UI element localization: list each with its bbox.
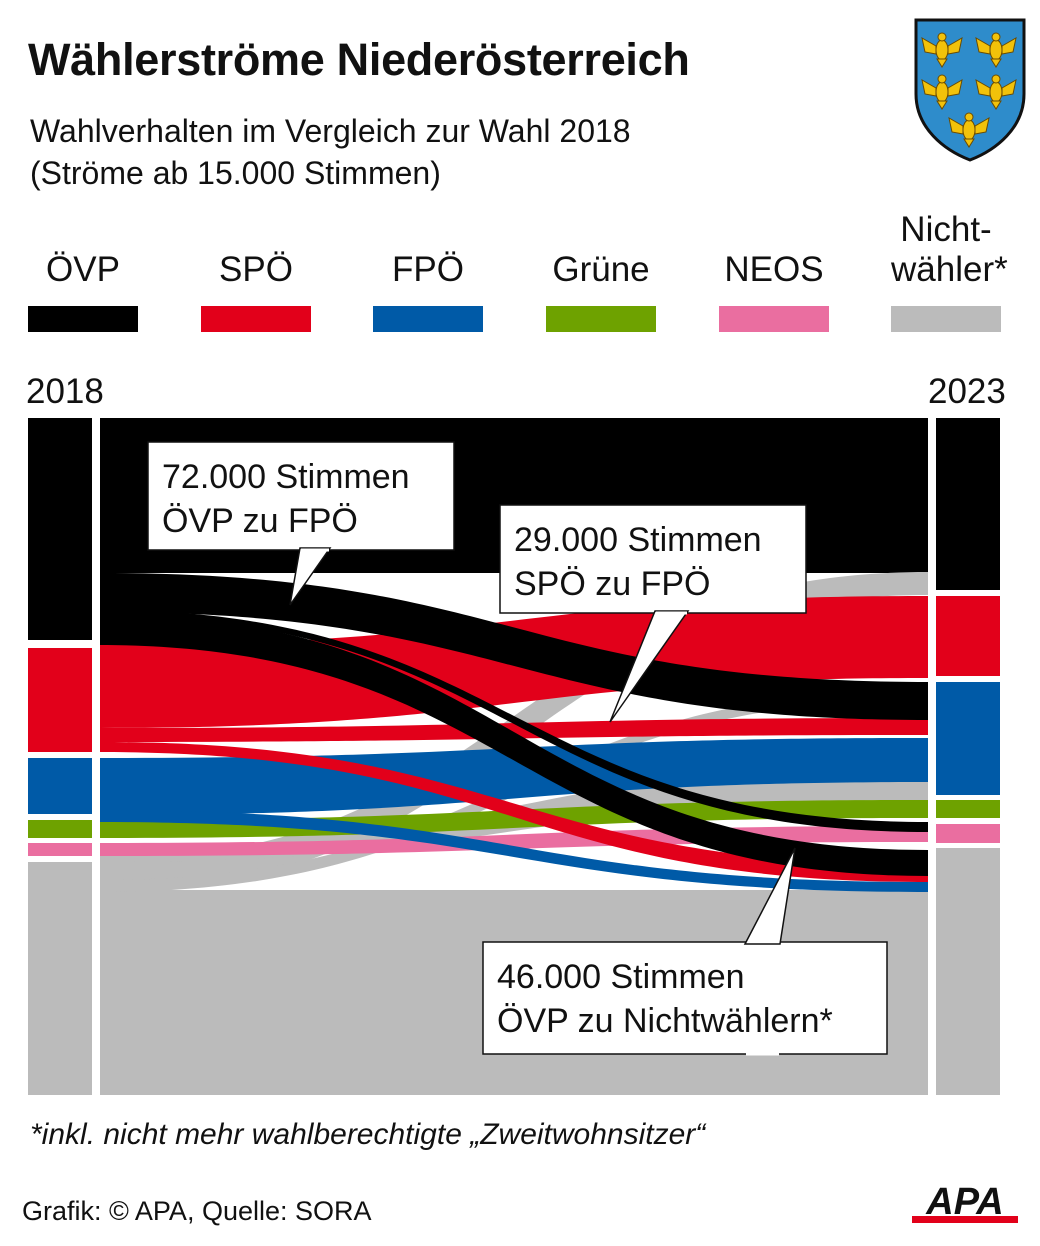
node-2018	[28, 843, 92, 856]
legend-swatch	[373, 306, 483, 332]
flow-ovp-fpo	[100, 573, 928, 720]
legend-item: Nicht-wähler*	[891, 200, 1008, 332]
legend-item: NEOS	[719, 200, 829, 332]
callout-pointer	[743, 847, 796, 945]
legend-label: SPÖ	[219, 250, 293, 289]
legend-label: NEOS	[724, 250, 824, 289]
node-2018	[28, 758, 92, 814]
flow-ovp-neo	[100, 610, 928, 832]
apa-logo-icon: APA	[912, 1181, 1018, 1223]
legend-item: Grüne	[546, 200, 656, 332]
callout-line-1: 46.000 Stimmen	[497, 958, 745, 996]
legend-label: Nicht-wähler*	[891, 210, 1008, 289]
node-2023	[936, 596, 1000, 676]
lower-austria-coat-of-arms-icon	[914, 18, 1026, 162]
subtitle-line-1: Wahlverhalten im Vergleich zur Wahl 2018	[30, 113, 631, 149]
legend-swatch	[28, 306, 138, 332]
flow-spo-nw	[100, 742, 928, 882]
node-2023	[936, 824, 1000, 843]
node-2023	[936, 800, 1000, 818]
callout-line-1: 29.000 Stimmen	[514, 521, 762, 559]
year-label-2018: 2018	[26, 372, 104, 411]
legend-label: FPÖ	[392, 250, 464, 289]
callout-box	[147, 441, 455, 551]
footnote: *inkl. nicht mehr wahlberechtigte „Zweit…	[30, 1118, 706, 1151]
legend-item: FPÖ	[373, 200, 483, 332]
flow-ovp-nw	[100, 614, 928, 876]
callout-line-1: 72.000 Stimmen	[162, 458, 410, 496]
node-2018	[28, 820, 92, 838]
flow-spo-fpo	[100, 718, 928, 742]
source-credit: Grafik: © APA, Quelle: SORA	[22, 1196, 372, 1226]
node-2023	[936, 682, 1000, 795]
callout-line-2: ÖVP zu FPÖ	[162, 502, 358, 540]
year-label-2023: 2023	[928, 372, 1006, 411]
node-2023	[936, 418, 1000, 590]
legend-label: Grüne	[552, 250, 650, 289]
node-2023	[936, 848, 1000, 1095]
callout-line-2: SPÖ zu FPÖ	[514, 565, 711, 603]
flow-fpo-nw	[100, 810, 928, 892]
callout-box	[482, 941, 888, 1055]
chart-subtitle: Wahlverhalten im Vergleich zur Wahl 2018…	[30, 110, 631, 194]
legend-swatch	[891, 306, 1001, 332]
node-2018	[28, 418, 92, 640]
node-2018	[28, 648, 92, 752]
legend-swatch	[719, 306, 829, 332]
legend-label: ÖVP	[46, 250, 120, 289]
legend-item: ÖVP	[28, 200, 138, 332]
legend-swatch	[201, 306, 311, 332]
node-2018	[28, 862, 92, 1095]
subtitle-line-2: (Ströme ab 15.000 Stimmen)	[30, 155, 441, 191]
callout-pointer	[609, 610, 690, 723]
legend-item: SPÖ	[201, 200, 311, 332]
callout-line-2: ÖVP zu Nichtwählern*	[497, 1002, 833, 1040]
legend-swatch	[546, 306, 656, 332]
callout-pointer	[289, 547, 332, 606]
callout-box	[499, 504, 807, 614]
chart-title: Wählerströme Niederösterreich	[28, 34, 690, 85]
